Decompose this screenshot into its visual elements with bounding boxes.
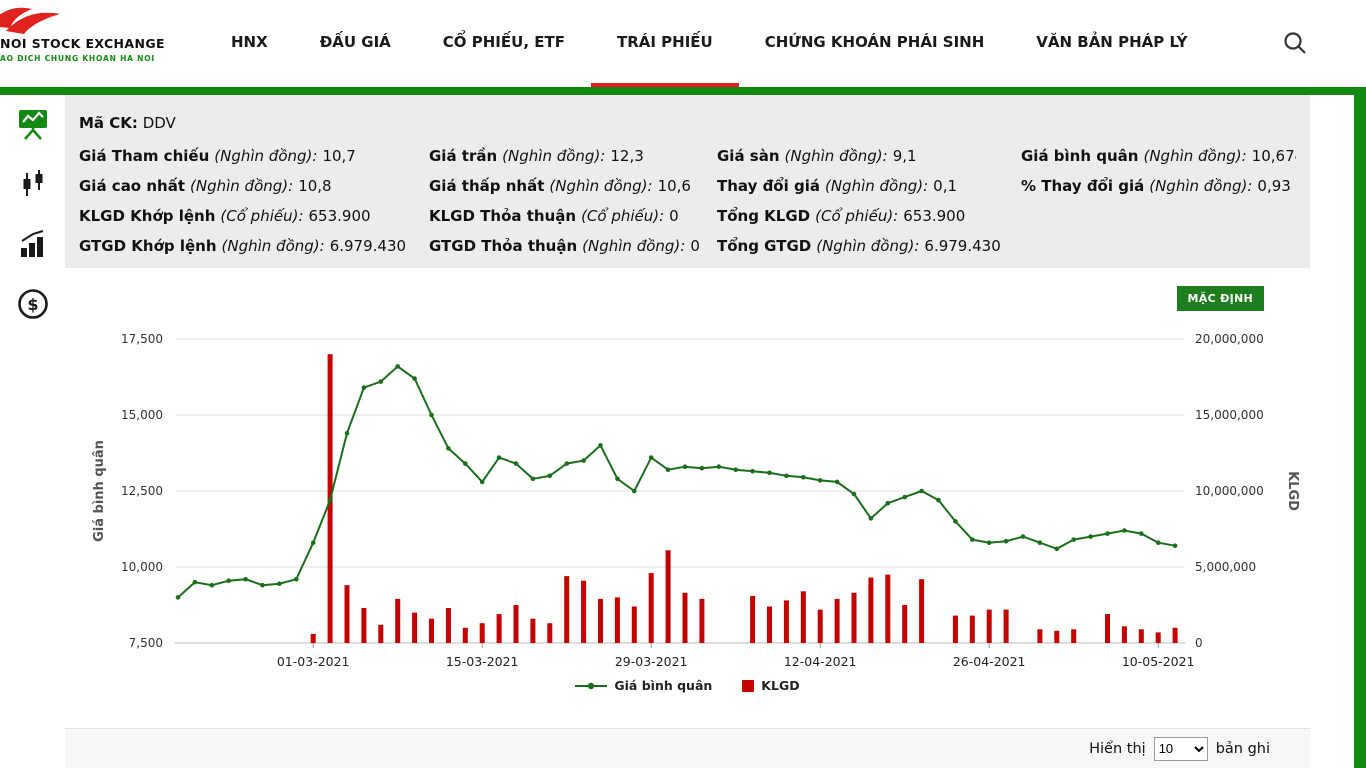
nav-item-hnx[interactable]: HNX xyxy=(231,32,268,51)
content: Mã CK: DDV Giá Tham chiếu (Nghìn đồng): 10… xyxy=(65,95,1310,768)
svg-text:29-03-2021: 29-03-2021 xyxy=(615,654,688,669)
info-cell: Giá thấp nhất (Nghìn đồng): 10,6 xyxy=(429,177,691,195)
info-cell: Giá cao nhất (Nghìn đồng): 10,8 xyxy=(79,177,332,195)
search-button[interactable] xyxy=(1282,30,1310,58)
info-cell: Giá trần (Nghìn đồng): 12,3 xyxy=(429,147,644,165)
svg-text:0: 0 xyxy=(1195,636,1203,650)
default-view-button[interactable]: MẶC ĐỊNH xyxy=(1176,286,1264,311)
right-axis-title: KLGD xyxy=(1285,471,1300,511)
pagination-bar: Hiển thị 10 bản ghi xyxy=(65,728,1310,768)
candlestick-chart-icon xyxy=(18,169,48,203)
bar-chart-icon xyxy=(18,229,48,263)
price-line xyxy=(175,364,1178,600)
svg-text:15-03-2021: 15-03-2021 xyxy=(446,654,519,669)
records-label: bản ghi xyxy=(1215,740,1270,757)
main-nav: HNX ĐẤU GIÁ CỔ PHIẾU, ETF TRÁI PHIẾU CHỨNG K… xyxy=(205,0,1214,87)
line-series-icon xyxy=(575,682,608,689)
info-cell: Giá Tham chiếu (Nghìn đồng): 10,7 xyxy=(79,147,356,165)
price-volume-chart[interactable]: 7,500 0 10,000 5,000,000 12,500 10,000,000 15,… xyxy=(65,268,1310,673)
svg-text:15,000: 15,000 xyxy=(121,408,163,422)
info-cell: % Thay đổi giá (Nghìn đồng): 0,93 xyxy=(1021,177,1291,195)
info-cell xyxy=(1021,201,1296,231)
hnx-logo-swoosh-icon xyxy=(0,7,60,34)
left-axis-title: Giá bình quân xyxy=(92,440,107,542)
header: NOI STOCK EXCHANGE AO DICH CHUNG KHOAN H… xyxy=(0,0,1366,87)
svg-text:01-03-2021: 01-03-2021 xyxy=(277,654,350,669)
show-label: Hiển thị xyxy=(1089,740,1146,757)
sidebar-item-3[interactable]: $ xyxy=(14,287,52,325)
nav-item-chung-khoan-phai-sinh[interactable]: CHỨNG KHOÁN PHÁI SINH xyxy=(764,32,985,51)
hnx-logo[interactable]: NOI STOCK EXCHANGE AO DICH CHUNG KHOAN H… xyxy=(0,4,170,63)
sidebar-item-1[interactable] xyxy=(14,167,52,205)
ticker-line: Mã CK: DDV xyxy=(79,109,1296,141)
info-cell: GTGD Khớp lệnh (Nghìn đồng): 6.979.430 xyxy=(79,237,407,255)
logo-title: NOI STOCK EXCHANGE xyxy=(0,36,165,51)
svg-text:10,000: 10,000 xyxy=(121,560,163,574)
info-cell: GTGD Thỏa thuận (Nghìn đồng): 0 xyxy=(429,237,700,255)
brand-green-bar xyxy=(0,87,1366,95)
svg-text:17,500: 17,500 xyxy=(121,332,163,346)
sidebar-item-0[interactable] xyxy=(14,107,52,145)
chart-panel: MẶC ĐỊNH 7,500 0 10,000 5,000,000 12,500 10,0… xyxy=(65,268,1310,728)
svg-text:$: $ xyxy=(27,295,38,314)
legend-item-volume[interactable]: KLGD xyxy=(742,678,800,693)
svg-text:5,000,000: 5,000,000 xyxy=(1195,560,1256,574)
nav-item-van-ban-phap-ly[interactable]: VĂN BẢN PHÁP LÝ xyxy=(1036,32,1188,51)
svg-text:7,500: 7,500 xyxy=(129,636,163,650)
dollar-coin-icon: $ xyxy=(16,287,50,325)
info-cell: Tổng KLGD (Cổ phiếu): 653.900 xyxy=(717,207,966,225)
svg-text:12,500: 12,500 xyxy=(121,484,163,498)
svg-text:26-04-2021: 26-04-2021 xyxy=(953,654,1026,669)
info-cell xyxy=(1021,231,1296,261)
tool-sidebar: $ xyxy=(0,95,65,768)
logo-subtitle: AO DICH CHUNG KHOAN HA NOI xyxy=(0,54,156,63)
stock-info-panel: Mã CK: DDV Giá Tham chiếu (Nghìn đồng): 10… xyxy=(65,95,1310,268)
svg-text:15,000,000: 15,000,000 xyxy=(1195,408,1264,422)
svg-text:10,000,000: 10,000,000 xyxy=(1195,484,1264,498)
legend-item-price[interactable]: Giá bình quân xyxy=(575,678,712,693)
svg-text:12-04-2021: 12-04-2021 xyxy=(784,654,857,669)
info-cell: Tổng GTGD (Nghìn đồng): 6.979.430 xyxy=(717,237,1001,255)
info-cell: KLGD Thỏa thuận (Cổ phiếu): 0 xyxy=(429,207,679,225)
bar-series-icon xyxy=(742,679,755,692)
nav-item-co-phieu-etf[interactable]: CỔ PHIẾU, ETF xyxy=(442,32,565,51)
page-size-select[interactable]: 10 xyxy=(1153,736,1208,761)
svg-text:20,000,000: 20,000,000 xyxy=(1195,332,1264,346)
info-cell: Giá sàn (Nghìn đồng): 9,1 xyxy=(717,147,917,165)
info-cell: Thay đổi giá (Nghìn đồng): 0,1 xyxy=(717,177,958,195)
ticker-label: Mã CK: xyxy=(79,114,138,132)
legend-label-price: Giá bình quân xyxy=(614,678,713,693)
info-cell: KLGD Khớp lệnh (Cổ phiếu): 653.900 xyxy=(79,207,371,225)
volume-bars xyxy=(310,354,1178,643)
sidebar-item-2[interactable] xyxy=(14,227,52,265)
info-cell: Giá bình quân(Nghìn đồng):10,674 xyxy=(1021,147,1296,165)
chart-legend: Giá bình quân KLGD xyxy=(65,678,1310,693)
ticker-value: DDV xyxy=(142,114,176,132)
board-chart-icon xyxy=(17,107,49,145)
nav-item-dau-gia[interactable]: ĐẤU GIÁ xyxy=(319,32,391,51)
search-icon xyxy=(1284,32,1306,54)
info-grid: Giá Tham chiếu (Nghìn đồng): 10,7 Giá trần(… xyxy=(79,141,1296,261)
brand-right-strip xyxy=(1354,95,1366,768)
svg-text:10-05-2021: 10-05-2021 xyxy=(1122,654,1195,669)
legend-label-volume: KLGD xyxy=(761,678,800,693)
nav-item-trai-phieu[interactable]: TRÁI PHIẾU xyxy=(590,0,739,87)
